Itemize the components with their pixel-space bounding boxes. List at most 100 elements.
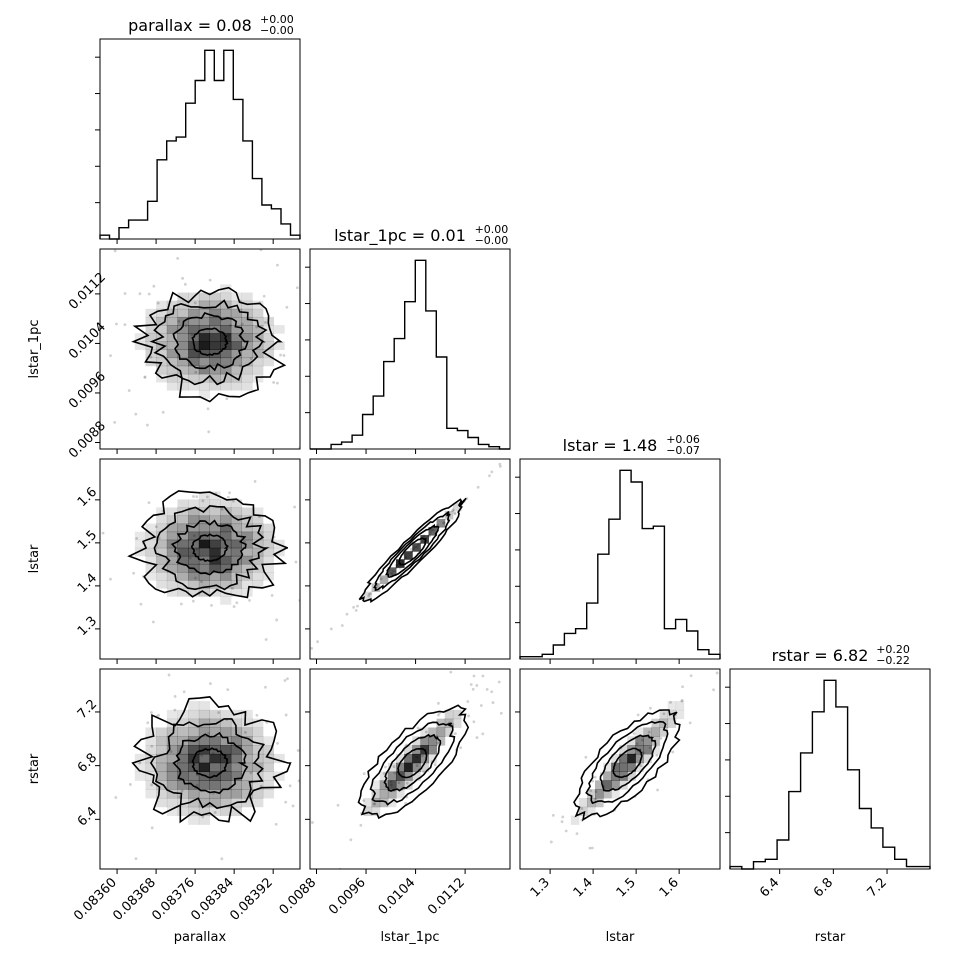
scatter-point <box>422 665 425 668</box>
scatter-point <box>248 598 251 602</box>
density-cell <box>220 718 232 728</box>
density-cell <box>241 381 253 391</box>
scatter-point <box>725 614 728 617</box>
density-cell <box>230 771 243 781</box>
y-tick-label: 0.0096 <box>66 369 109 412</box>
density-cell <box>635 753 644 764</box>
scatter-point <box>150 783 154 787</box>
density-cell <box>177 789 189 799</box>
density-cell <box>595 780 604 790</box>
scatter-point <box>201 815 205 819</box>
scatter-point <box>591 779 595 783</box>
scatter-point <box>481 674 485 678</box>
density-cell <box>241 515 253 525</box>
density-cell <box>177 753 189 764</box>
scatter-point <box>479 704 483 707</box>
x-tick-label: 1.5 <box>614 875 639 900</box>
scatter-point <box>241 345 245 349</box>
density-cell <box>262 349 275 359</box>
density-cell <box>387 797 397 808</box>
title-plus: +0.00 <box>260 13 294 26</box>
scatter-point <box>405 781 409 785</box>
scatter-point <box>466 700 470 703</box>
density-cell <box>452 502 462 512</box>
scatter-point <box>688 721 692 725</box>
density-cell <box>209 789 221 799</box>
density-cell <box>252 547 264 557</box>
density-cell <box>643 745 652 755</box>
scatter-point <box>721 658 724 661</box>
panel-rstar-vs-lstar <box>519 614 728 870</box>
density-cell <box>252 797 264 808</box>
scatter-point <box>217 711 221 714</box>
density-cell <box>166 547 178 557</box>
density-cell <box>166 325 178 334</box>
density-cell <box>209 762 221 773</box>
density-cell <box>166 797 178 808</box>
scatter-point <box>515 448 518 451</box>
scatter-point <box>169 750 173 753</box>
density-cell <box>156 547 168 557</box>
scatter-point <box>712 688 715 692</box>
scatter-point <box>156 301 160 305</box>
density-cell <box>387 771 397 781</box>
scatter-point <box>177 319 181 323</box>
scatter-point <box>350 571 353 574</box>
scatter-point <box>95 596 98 599</box>
density-cell <box>188 373 200 383</box>
density-cell <box>156 789 168 799</box>
scatter-point <box>123 323 127 327</box>
scatter-point <box>272 381 276 384</box>
contour-line <box>397 747 428 779</box>
scatter-point <box>195 495 199 499</box>
scatter-point <box>101 666 104 669</box>
scatter-point <box>146 721 150 725</box>
scatter-point <box>128 672 131 675</box>
scatter-point <box>475 684 479 687</box>
panel-frame <box>99 38 301 240</box>
scatter-point <box>490 470 494 474</box>
x-tick-label: 1.4 <box>571 875 596 900</box>
density-cell <box>177 341 189 350</box>
title-plus: +0.00 <box>475 223 509 236</box>
density-cell <box>220 349 232 359</box>
density-cell <box>241 325 253 334</box>
density-cell <box>379 771 389 781</box>
scatter-point <box>310 821 314 824</box>
scatter-point <box>193 301 197 305</box>
panel-hist-parallax: parallax = 0.08 +0.00−0.00 <box>95 13 301 240</box>
scatter-point <box>454 732 457 736</box>
scatter-point <box>498 462 502 466</box>
scatter-point <box>497 680 501 684</box>
density-cell <box>209 736 221 746</box>
scatter-point <box>689 674 693 678</box>
density-cell <box>230 507 243 517</box>
density-cell <box>188 745 200 755</box>
scatter-point <box>561 815 565 819</box>
density-cell <box>262 333 275 342</box>
density-cell <box>619 745 628 755</box>
density-cell <box>198 292 211 302</box>
density-cell <box>262 523 275 533</box>
density-cell <box>651 745 661 755</box>
density-cell <box>230 292 243 302</box>
density-cell <box>166 789 178 799</box>
density-cell <box>134 547 146 557</box>
scatter-point <box>356 604 359 608</box>
density-cell <box>220 507 232 517</box>
density-cell <box>166 341 178 350</box>
density-cell <box>412 762 421 773</box>
scatter-point <box>392 765 396 768</box>
density-cell <box>166 709 178 720</box>
contour-line <box>398 537 428 566</box>
density-cell <box>188 771 200 781</box>
contour-line <box>172 731 249 795</box>
panel-hist-lstar: lstar = 1.48 +0.06−0.07 <box>515 433 721 660</box>
scatter-point <box>702 655 705 658</box>
density-cell <box>220 580 232 589</box>
scatter-point <box>640 738 644 742</box>
density-cell <box>241 373 253 383</box>
scatter-point <box>302 865 305 868</box>
title-plus: +0.20 <box>876 643 910 656</box>
density-cell <box>252 563 264 573</box>
